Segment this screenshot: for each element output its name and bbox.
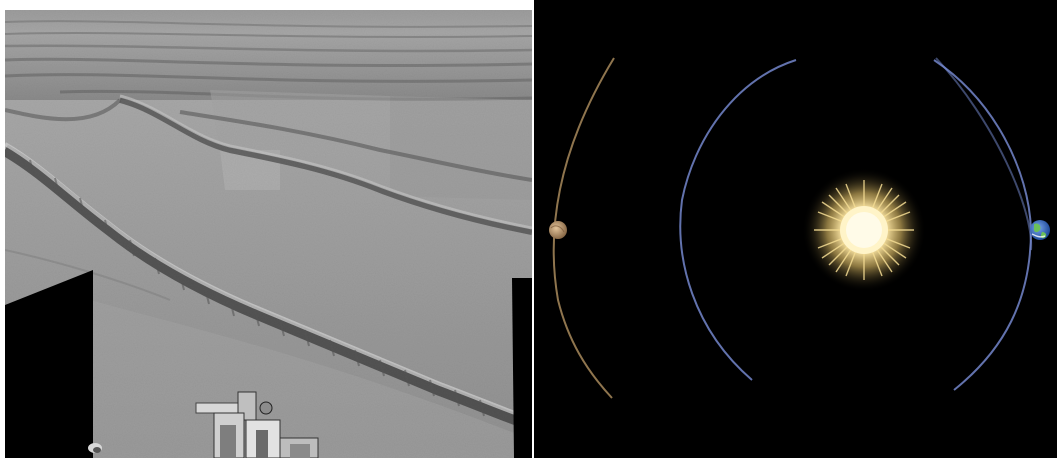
sand-ripples-photo [0, 0, 532, 458]
mosaic-gap [5, 270, 93, 458]
mars-planet [549, 221, 567, 239]
mars-orbit [552, 57, 615, 399]
solar-conjunction-diagram [534, 0, 1057, 458]
earth-orbit-left [679, 59, 797, 381]
earth-planet [1030, 220, 1050, 240]
mosaic-gap-right [512, 278, 532, 458]
sand-ripples-svg [0, 0, 532, 458]
solar-conjunction-svg [534, 0, 1057, 458]
space-background [534, 0, 1057, 458]
rock-shadow [93, 447, 101, 453]
top-border [0, 0, 532, 10]
rover-arm-hardware [195, 391, 319, 458]
sun [802, 168, 926, 292]
